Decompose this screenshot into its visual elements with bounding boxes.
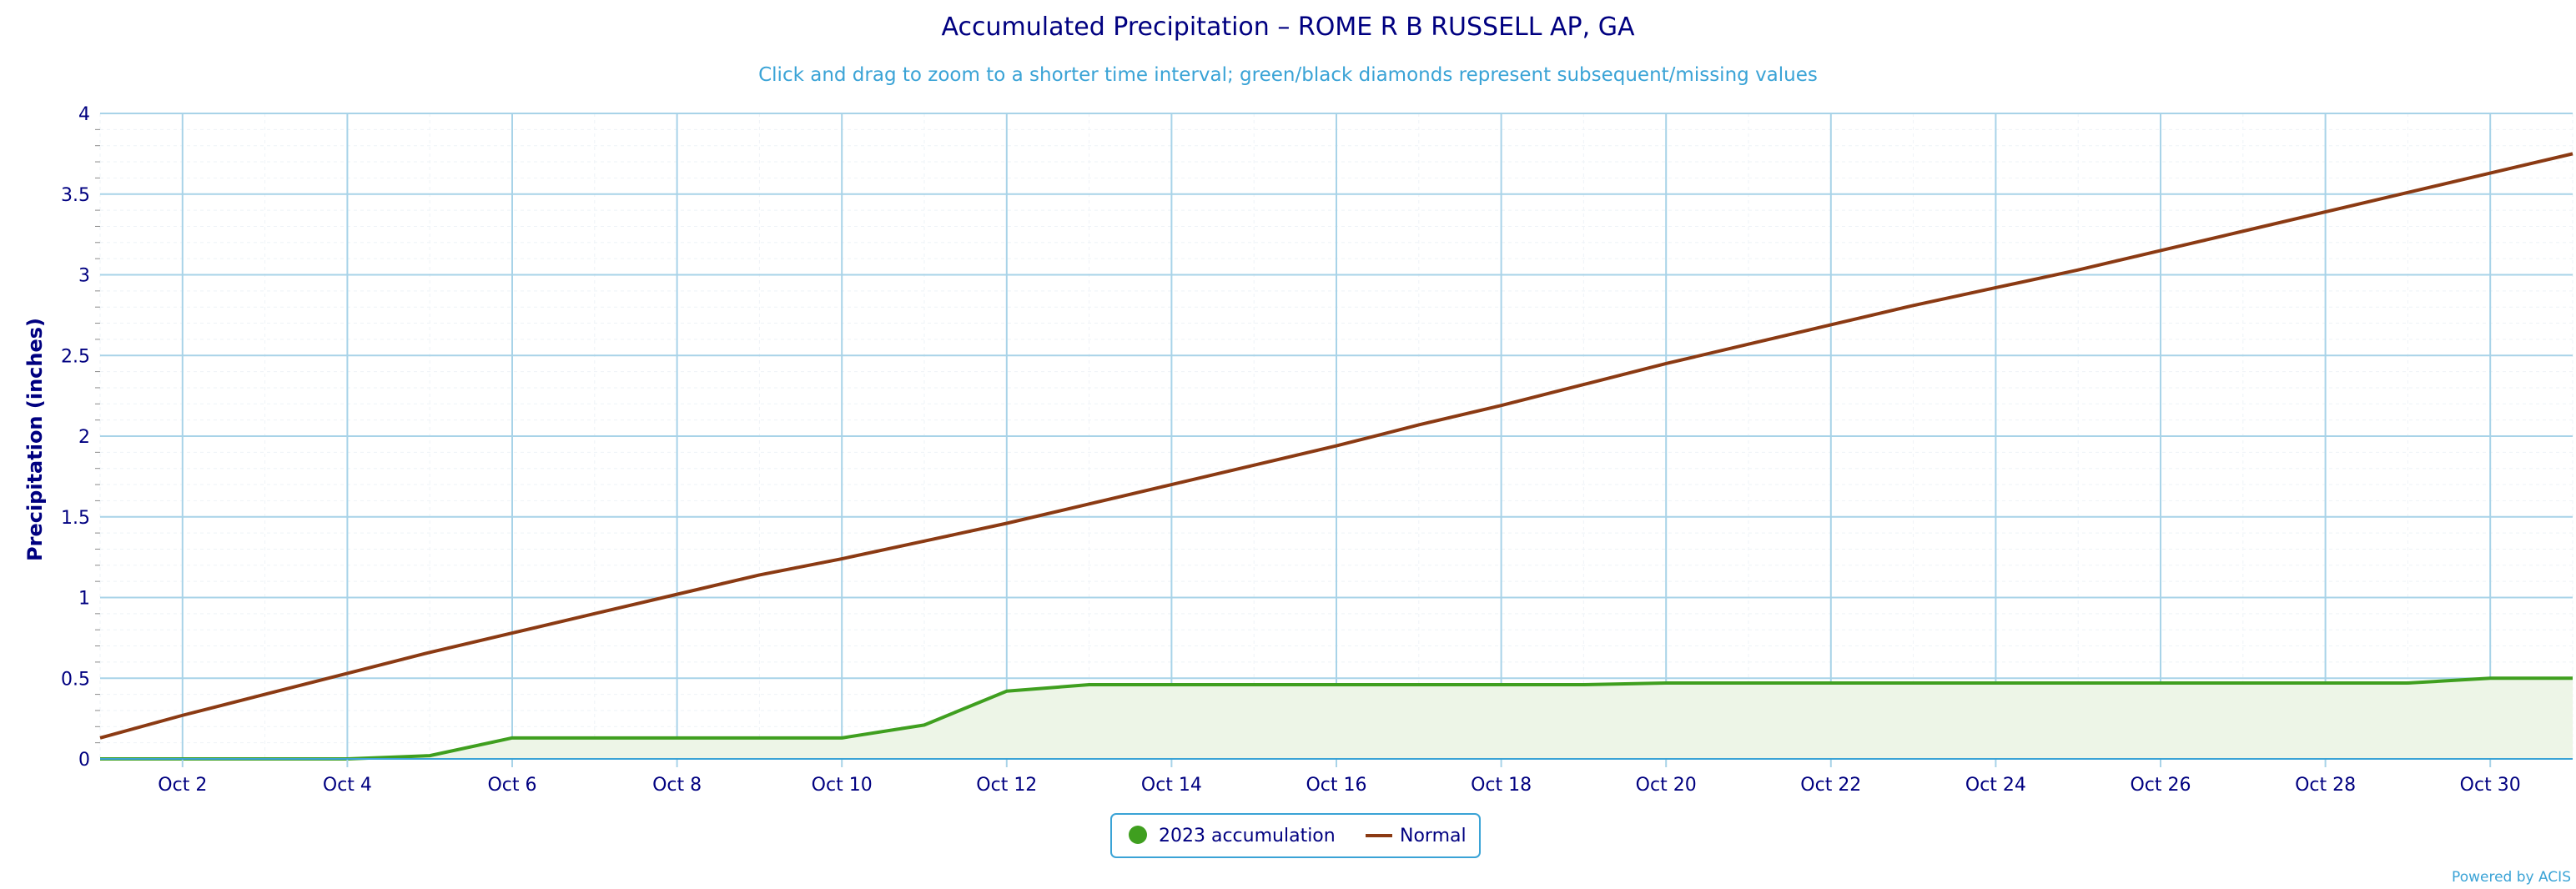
x-tick-label: Oct 10 [812,775,873,796]
x-tick-label: Oct 26 [2130,775,2191,796]
x-tick-label: Oct 18 [1471,775,1532,796]
chart-subtitle: Click and drag to zoom to a shorter time… [758,64,1818,86]
x-tick-label: Oct 22 [1800,775,1861,796]
y-tick-label: 1 [78,589,90,610]
x-tick-label: Oct 4 [323,775,372,796]
y-tick-label: 2 [78,427,90,448]
x-tick-label: Oct 14 [1141,775,1202,796]
y-axis-label: Precipitation (inches) [23,318,47,561]
legend-marker-accumulation [1129,826,1147,844]
grid-layer [99,113,2573,760]
legend: 2023 accumulation Normal [1110,813,1481,858]
legend-box [1110,813,1481,858]
y-tick-label: 0.5 [61,669,90,690]
y-tick-label: 4 [78,104,90,125]
y-tick-label: 1.5 [61,508,90,529]
x-tick-label: Oct 12 [976,775,1037,796]
y-tick-label: 0 [78,750,90,771]
x-tick-label: Oct 28 [2295,775,2356,796]
series-line-accumulation[interactable] [100,676,2573,761]
x-tick-label: Oct 6 [487,775,536,796]
legend-label-normal: Normal [1400,826,1467,846]
chart-title: Accumulated Precipitation – ROME R B RUS… [942,13,1635,42]
series-line-normal[interactable] [99,152,2573,740]
x-tick-label: Oct 24 [1965,775,2026,796]
legend-item-accumulation[interactable]: 2023 accumulation [1129,826,1336,846]
x-tick-label: Oct 20 [1636,775,1697,796]
x-tick-label: Oct 8 [652,775,702,796]
legend-label-accumulation: 2023 accumulation [1159,826,1336,846]
credit-link[interactable]: Powered by ACIS [2452,869,2571,886]
y-tick-label: 3.5 [61,185,90,206]
y-tick-label: 3 [78,266,90,287]
x-tick-label: Oct 2 [158,775,207,796]
x-tick-label: Oct 16 [1306,775,1366,796]
line-layer [99,152,2573,761]
y-tick-label: 2.5 [61,346,90,367]
axis-layer: 0 0.5 1 1.5 2 2.5 3 3.5 4 Oct 2 Oct 4 Oct 6 Oct 8 Oct… [61,104,2573,796]
legend-item-normal[interactable]: Normal [1366,826,1467,846]
x-tick-label: Oct 30 [2460,775,2521,796]
